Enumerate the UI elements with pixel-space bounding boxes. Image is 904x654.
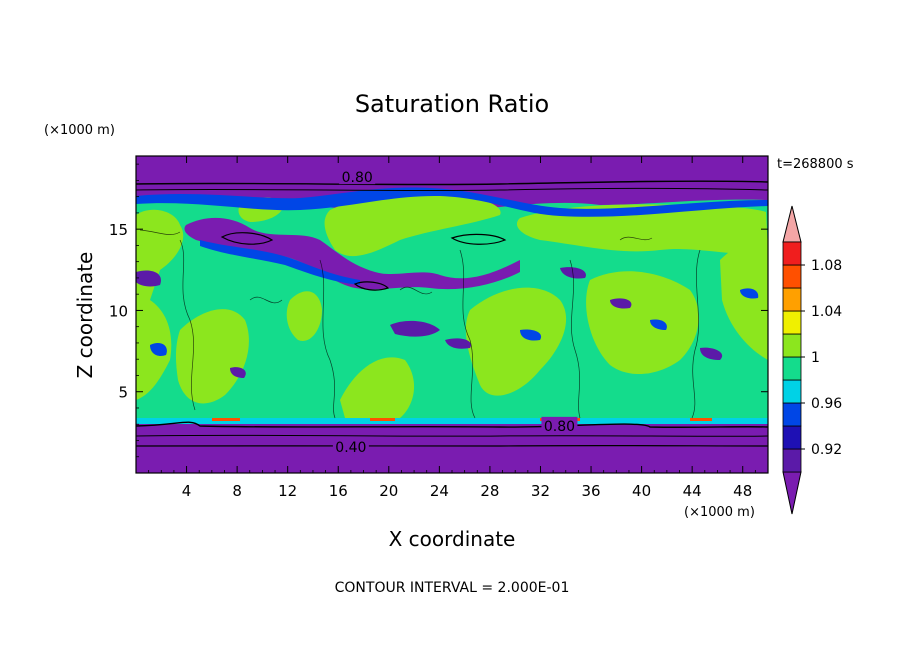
green-region-upper-center — [324, 194, 501, 257]
green-region-far-right — [720, 238, 768, 360]
y-tick-label: 10 — [109, 302, 128, 320]
contour-loop-upper-right — [450, 233, 507, 245]
contour-line-lower-1 — [136, 421, 768, 428]
x-tick-label: 32 — [531, 482, 550, 500]
contour-label: 0.80 — [544, 419, 575, 435]
field-contour-noise — [139, 229, 701, 419]
colorbar-tick-label: 0.96 — [811, 396, 842, 412]
colorbar-swatch — [782, 310, 802, 335]
colorbar-tick-label: 1 — [811, 350, 820, 366]
colorbar-swatch — [782, 241, 802, 266]
y-axis-label: Z coordinate — [73, 252, 97, 379]
y-tick-label: 5 — [118, 384, 128, 402]
x-tick-label: 40 — [632, 482, 651, 500]
green-region-right — [586, 271, 699, 375]
colorbar-swatch — [782, 402, 802, 427]
chart-title: Saturation Ratio — [355, 90, 549, 118]
x-tick-label: 44 — [683, 482, 702, 500]
colorbar-under-triangle — [782, 471, 802, 515]
contour-label: 0.40 — [335, 440, 366, 456]
x-tick-label: 4 — [182, 482, 192, 500]
x-axis-ticks: 4 8 12 16 20 24 28 32 36 40 44 48 — [148, 156, 756, 500]
colorbar-swatch — [782, 379, 802, 404]
x-tick-label: 36 — [581, 482, 600, 500]
green-region-center — [465, 287, 567, 396]
green-region-mid-left — [175, 309, 249, 404]
contour-label: 0.80 — [342, 170, 373, 186]
colorbar: 0.92 0.96 1 1.04 1.08 — [782, 205, 842, 515]
x-tick-label: 48 — [733, 482, 752, 500]
x-unit-label: (×1000 m) — [684, 505, 755, 520]
colorbar-tick-label: 0.92 — [811, 442, 842, 458]
green-region-left — [136, 209, 184, 400]
x-tick-label: 16 — [329, 482, 348, 500]
colorbar-swatch — [782, 264, 802, 289]
upper-dry-tongue — [184, 217, 520, 290]
upper-blue-fringe — [200, 240, 360, 285]
x-tick-label: 28 — [480, 482, 499, 500]
green-region-lower-center — [340, 357, 415, 418]
contour-label-bg — [541, 416, 578, 433]
time-label: t=268800 s — [777, 157, 854, 172]
green-region-lower-mid — [286, 291, 322, 341]
contour-line-top — [136, 180, 768, 186]
contour-loop-mid-left — [353, 281, 390, 291]
contour-line-lower-3 — [136, 444, 768, 447]
y-axis-ticks: 5 10 15 — [109, 163, 768, 458]
y-tick-label: 15 — [109, 221, 128, 239]
contour-interval-label: CONTOUR INTERVAL = 2.000E-01 — [335, 580, 570, 596]
colorbar-swatch — [782, 356, 802, 381]
x-tick-label: 8 — [232, 482, 242, 500]
x-tick-label: 20 — [379, 482, 398, 500]
x-tick-label: 12 — [278, 482, 297, 500]
colorbar-swatch — [782, 287, 802, 312]
contour-line-top-2 — [136, 188, 768, 192]
colorbar-swatch — [782, 448, 802, 473]
contour-labels: 0.80 0.80 0.40 — [332, 168, 578, 456]
upper-blue-band — [136, 187, 768, 217]
colorbar-tick-label: 1.08 — [811, 258, 842, 274]
contour-label-bg — [332, 437, 369, 454]
contour-line-lower-2 — [136, 434, 768, 437]
saturation-field — [136, 156, 768, 473]
colorbar-swatch — [782, 333, 802, 358]
contour-loop-upper-left — [220, 232, 274, 245]
x-axis-label: X coordinate — [389, 527, 516, 551]
contour-label-bg — [339, 168, 376, 185]
y-unit-label: (×1000 m) — [44, 123, 115, 138]
lower-cyan-edge — [136, 418, 768, 424]
colorbar-swatch — [782, 425, 802, 450]
x-tick-label: 24 — [430, 482, 449, 500]
colorbar-tick-label: 1.04 — [811, 304, 842, 320]
colorbar-over-triangle — [782, 205, 802, 243]
